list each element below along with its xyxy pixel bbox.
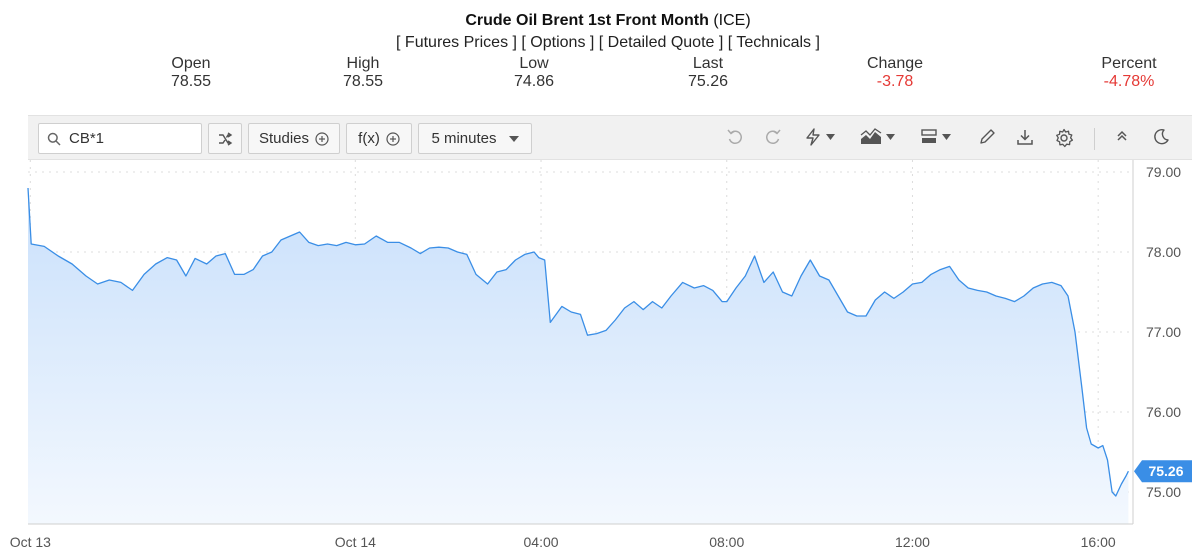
- double-chevron-up-icon: [1117, 130, 1127, 141]
- undo-button[interactable]: [726, 128, 744, 146]
- function-label: f(x): [358, 130, 380, 147]
- interval-select[interactable]: 5 minutes: [418, 123, 532, 154]
- percent-label: Percent: [1101, 55, 1157, 72]
- open-label: Open: [171, 55, 211, 72]
- low-label: Low: [519, 55, 549, 72]
- quote-high: High 78.55: [322, 55, 404, 91]
- chart-title: Crude Oil Brent 1st Front Month (ICE): [0, 12, 1200, 30]
- caret-down-icon: [886, 134, 895, 140]
- x-tick-label: Oct 13: [10, 534, 51, 550]
- function-button[interactable]: f(x): [346, 123, 412, 154]
- interval-label: 5 minutes: [431, 130, 497, 147]
- y-tick-label: 78.00: [1146, 244, 1181, 260]
- instrument-name: Crude Oil Brent 1st Front Month: [465, 12, 709, 29]
- last-price-label: 75.26: [1148, 463, 1183, 479]
- change-label: Change: [866, 55, 924, 72]
- pencil-icon: [980, 129, 995, 144]
- draw-button[interactable]: [978, 128, 996, 146]
- x-tick-label: 12:00: [895, 534, 930, 550]
- settings-button[interactable]: [1054, 128, 1074, 148]
- quote-percent: Percent -4.78%: [1082, 55, 1176, 91]
- change-value: -3.78: [876, 73, 914, 90]
- quote-change: Change -3.78: [850, 55, 940, 91]
- exchange-label: (ICE): [713, 12, 751, 29]
- link-options[interactable]: [ Options ]: [521, 34, 595, 51]
- percent-value: -4.78%: [1103, 73, 1155, 90]
- price-area: [28, 188, 1129, 524]
- open-value: 78.55: [170, 73, 212, 90]
- x-tick-label: 16:00: [1081, 534, 1116, 550]
- link-detailed-quote[interactable]: [ Detailed Quote ]: [598, 34, 724, 51]
- price-line: [27, 187, 1129, 497]
- last-price-badge: [1134, 460, 1192, 483]
- symbol-input[interactable]: [69, 130, 189, 147]
- last-label: Last: [692, 55, 724, 72]
- add-circle-icon: [386, 131, 400, 146]
- y-tick-label: 79.00: [1146, 164, 1181, 180]
- chart-toolbar: Studies f(x) 5 minutes: [28, 115, 1192, 160]
- low-value: 74.86: [513, 73, 555, 90]
- caret-down-icon: [508, 135, 519, 142]
- area-chart-icon: [860, 128, 882, 144]
- compare-button[interactable]: [208, 123, 242, 154]
- moon-icon: [1154, 128, 1169, 145]
- symbol-search: [38, 123, 202, 154]
- undo-icon: [727, 129, 742, 144]
- chart-type-menu[interactable]: [860, 128, 895, 146]
- template-icon: [921, 129, 937, 143]
- x-tick-label: 08:00: [709, 534, 744, 550]
- search-icon: [47, 132, 61, 146]
- y-tick-label: 75.00: [1146, 484, 1181, 500]
- y-tick-label: 77.00: [1146, 324, 1181, 340]
- y-tick-label: 76.00: [1146, 404, 1181, 420]
- toolbar-divider: [1094, 128, 1095, 150]
- quote-summary: Open 78.55 High 78.55 Low 74.86 Last 75.…: [0, 55, 1200, 95]
- x-tick-label: 04:00: [524, 534, 559, 550]
- high-value: 78.55: [342, 73, 384, 90]
- theme-button[interactable]: [1152, 128, 1170, 146]
- studies-label: Studies: [258, 130, 310, 147]
- download-button[interactable]: [1016, 128, 1034, 146]
- template-menu[interactable]: [920, 128, 951, 146]
- price-chart[interactable]: 79.00 78.00 77.00 76.00 75.00 Oct 13 Oct 14 04…: [0, 160, 1200, 553]
- studies-button[interactable]: Studies: [248, 123, 340, 154]
- events-menu[interactable]: [804, 128, 835, 146]
- shuffle-icon: [219, 131, 233, 146]
- redo-button[interactable]: [764, 128, 782, 146]
- link-technicals[interactable]: [ Technicals ]: [727, 34, 820, 51]
- quote-open: Open 78.55: [150, 55, 232, 91]
- quote-links: [ Futures Prices ] [ Options ] [ Detaile…: [0, 34, 1200, 52]
- quote-last: Last 75.26: [667, 55, 749, 91]
- lightning-icon: [806, 128, 820, 146]
- gear-icon: [1056, 128, 1074, 148]
- x-tick-label: Oct 14: [335, 534, 376, 550]
- add-circle-icon: [315, 131, 329, 146]
- high-label: High: [346, 55, 380, 72]
- quote-low: Low 74.86: [493, 55, 575, 91]
- caret-down-icon: [942, 134, 951, 140]
- last-value: 75.26: [687, 73, 729, 90]
- download-icon: [1017, 130, 1033, 145]
- caret-down-icon: [826, 134, 835, 140]
- collapse-button[interactable]: [1114, 128, 1130, 144]
- link-futures-prices[interactable]: [ Futures Prices ]: [396, 34, 517, 51]
- redo-icon: [766, 129, 781, 144]
